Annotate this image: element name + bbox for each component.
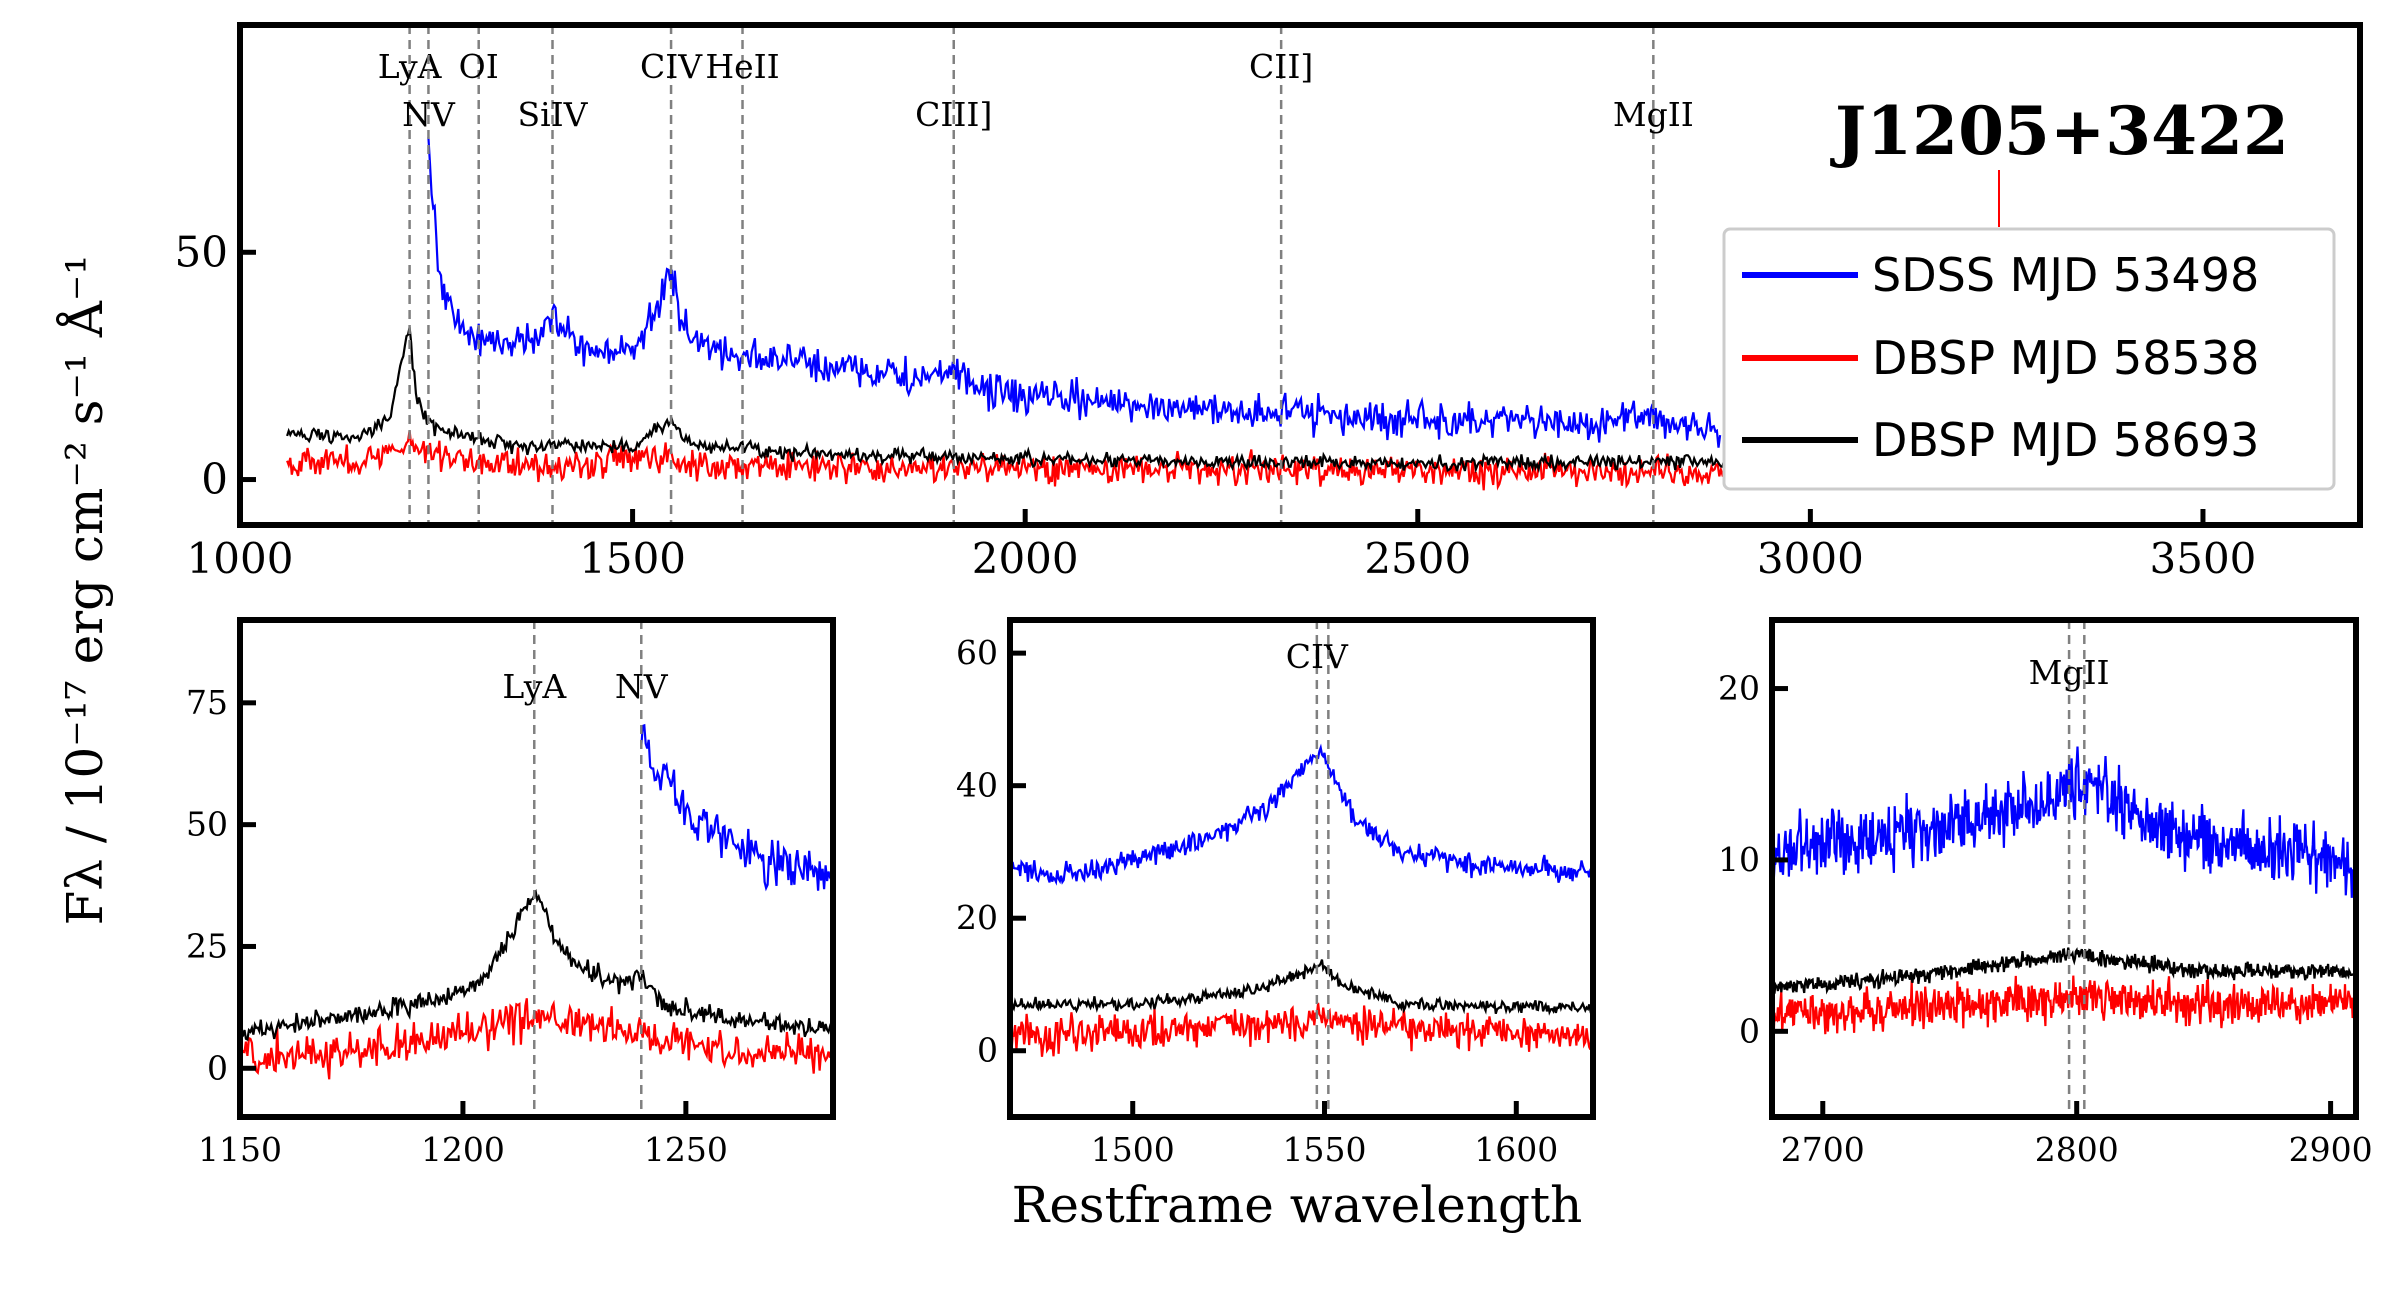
y-tick-label: 0 [201, 455, 228, 504]
series-line-dbsp-58693 [240, 888, 833, 1042]
x-tick-label: 1500 [1091, 1130, 1175, 1169]
legend-label-dbsp-58693: DBSP MJD 58693 [1872, 413, 2259, 467]
mgii-zoom-panel: MgII 2700 2800 2900 0 10 20 [1718, 617, 2373, 1169]
series-line-sdss [1010, 743, 1593, 886]
panel-frame [237, 22, 2363, 528]
x-tick-label: 3000 [1757, 534, 1864, 583]
legend-label-sdss: SDSS MJD 53498 [1872, 248, 2259, 302]
series-line-sdss [640, 723, 833, 892]
y-tick-label: 75 [186, 683, 228, 722]
x-tick-label: 2500 [1364, 534, 1471, 583]
x-tick-label: 2800 [2035, 1130, 2119, 1169]
series-line-dbsp-58538 [1010, 1002, 1593, 1057]
line-label-cii: CII] [1249, 47, 1313, 86]
legend-box [1722, 227, 2336, 491]
y-tick-label: 25 [186, 926, 228, 965]
y-tick-label: 40 [956, 766, 998, 805]
x-tick-label: 2900 [2289, 1130, 2373, 1169]
x-tick-label: 1250 [644, 1130, 728, 1169]
line-label-siiv: SiIV [517, 95, 588, 134]
line-label-ciii: CIII] [915, 95, 992, 134]
legend-label-dbsp-58538: DBSP MJD 58538 [1872, 331, 2259, 385]
series-line-dbsp-58693 [286, 326, 1875, 475]
y-tick-label: 0 [1739, 1011, 1760, 1050]
x-axis-title: Restframe wavelength [1012, 1176, 1583, 1234]
y-tick-label: 50 [175, 227, 228, 276]
y-tick-label: 0 [207, 1048, 228, 1087]
line-label-nv: NV [402, 95, 456, 134]
series-line-dbsp-58538 [286, 430, 1875, 491]
panel-frame [1007, 617, 1596, 1120]
series-line-dbsp-58538 [1772, 975, 2356, 1036]
series-line-sdss [1772, 746, 2356, 898]
series-line-dbsp-58693 [1772, 947, 2356, 995]
panel-frame [237, 617, 836, 1120]
panel-frame [1769, 617, 2359, 1120]
line-label-mgii: MgII [1613, 95, 1694, 134]
object-name: J1205+3422 [1830, 92, 2289, 170]
line-label-mgii: MgII [2029, 653, 2110, 692]
x-tick-label: 3500 [2150, 534, 2257, 583]
series-line-dbsp-58693 [1010, 959, 1593, 1016]
x-tick-label: 1600 [1474, 1130, 1558, 1169]
line-label-lya: LyA [378, 47, 443, 86]
x-tick-label: 1550 [1283, 1130, 1367, 1169]
y-tick-label: 10 [1718, 840, 1760, 879]
y-axis-title: Fλ / 10⁻¹⁷ erg cm⁻² s⁻¹ Å⁻¹ [55, 255, 114, 926]
line-label-oi: OI [459, 47, 499, 86]
y-tick-label: 0 [977, 1031, 998, 1070]
x-tick-label: 1500 [579, 534, 686, 583]
y-tick-label: 60 [956, 633, 998, 672]
y-tick-label: 20 [1718, 669, 1760, 708]
line-label-civ: CIV [1286, 637, 1349, 676]
y-tick-label: 50 [186, 805, 228, 844]
civ-zoom-panel: CIV 1500 1550 1600 0 20 40 60 [956, 617, 1596, 1169]
x-tick-label: 2700 [1781, 1130, 1865, 1169]
series-line-dbsp-58538 [240, 998, 833, 1080]
y-tick-label: 20 [956, 898, 998, 937]
x-tick-label: 2000 [972, 534, 1079, 583]
line-label-lya: LyA [502, 667, 567, 706]
x-tick-label: 1200 [421, 1130, 505, 1169]
x-tick-label: 1000 [187, 534, 294, 583]
legend: SDSS MJD 53498 DBSP MJD 58538 DBSP MJD 5… [1722, 227, 2336, 491]
line-label-civ: CIV [640, 47, 703, 86]
line-label-nv: NV [615, 667, 669, 706]
series-line-sdss [427, 137, 1722, 448]
line-label-heii: HeII [705, 47, 779, 86]
lya-zoom-panel: LyA NV 1150 1200 1250 0 25 50 75 [186, 617, 836, 1169]
x-tick-label: 1150 [198, 1130, 282, 1169]
